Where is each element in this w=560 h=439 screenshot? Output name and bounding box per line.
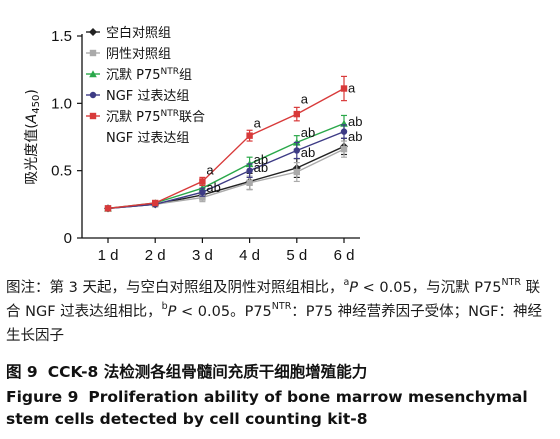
legend-label: 阴性对照组 [106, 47, 171, 62]
figure-caption-cn: 图 9 CCK-8 法检测各组骨髓间充质干细胞增殖能力 [6, 360, 367, 382]
data-point [199, 178, 206, 185]
significance-label: a [348, 81, 356, 96]
legend-marker [89, 70, 97, 78]
legend-label-line2: NGF 过表达组 [106, 131, 189, 146]
data-point [104, 205, 112, 212]
chart-series [104, 75, 348, 213]
significance-label: ab [254, 160, 268, 175]
y-tick-label: 1.0 [51, 95, 72, 112]
data-point [340, 128, 348, 135]
significance-label: ab [206, 180, 220, 195]
data-point [152, 199, 159, 207]
caption-cn-text: CCK-8 法检测各组骨髓间充质干细胞增殖能力 [47, 363, 368, 381]
x-tick-label: 2 d [145, 247, 166, 264]
y-tick-label: 0 [64, 230, 72, 247]
caption-cn-label: 图 9 [6, 363, 38, 381]
series-4 [104, 124, 348, 212]
data-point [199, 194, 206, 201]
significance-label: a [254, 116, 262, 131]
cck8-line-chart: 0 0.5 1.0 1.5 1 d 2 d 3 d 4 d 5 d 6 d 吸光度值(A450) a… [24, 25, 362, 264]
legend-label: NGF 过表达组 [106, 89, 189, 104]
significance-label: ab [301, 125, 315, 140]
data-point [340, 145, 348, 153]
significance-label: ab [348, 129, 362, 144]
legend-label: 空白对照组 [106, 25, 171, 41]
legend-label: 沉默 P75NTR联合 [106, 109, 205, 125]
x-tick-label: 3 d [192, 247, 213, 264]
data-point [199, 189, 206, 196]
significance-label: ab [254, 152, 268, 167]
legend-marker [89, 91, 97, 99]
caption-en-label: Figure 9 [6, 388, 79, 406]
y-tick-label: 0.5 [51, 163, 72, 180]
significance-label: a [206, 163, 214, 178]
data-point [340, 85, 348, 92]
significance-label: ab [301, 145, 315, 160]
figure-caption-en: Figure 9 Proliferation ability of bone ma… [6, 386, 554, 430]
y-tick-label: 1.5 [51, 28, 72, 45]
x-tick-label: 1 d [98, 247, 119, 264]
legend-marker [89, 28, 97, 36]
data-point [293, 110, 300, 118]
x-tick-label: 5 d [286, 247, 307, 264]
legend-marker [89, 49, 97, 57]
data-point [246, 167, 253, 174]
significance-label: a [301, 91, 309, 106]
data-point [293, 168, 300, 176]
legend-item-5: 沉默 P75NTR联合 NGF 过表达组 [86, 109, 205, 146]
significance-label: ab [348, 114, 362, 129]
data-point [293, 147, 300, 154]
x-tick-label: 6 d [334, 247, 355, 264]
legend-item-4: NGF 过表达组 [86, 89, 189, 104]
legend-item-3: 沉默 P75NTR组 [86, 67, 192, 83]
legend-label: 沉默 P75NTR组 [106, 67, 192, 83]
data-point [246, 132, 253, 139]
chart-axes: 0 0.5 1.0 1.5 1 d 2 d 3 d 4 d 5 d 6 d 吸光度值(A450) [24, 28, 360, 264]
x-tick-label: 4 d [239, 247, 260, 264]
legend-item-2: 阴性对照组 [86, 47, 171, 62]
legend-marker [89, 112, 97, 120]
caption-en-text: Proliferation ability of bone marrow mes… [6, 388, 528, 428]
data-point [246, 179, 253, 186]
series-5 [104, 75, 348, 212]
series-line [107, 130, 345, 210]
series-line [107, 87, 345, 210]
figure-note: 图注：第 3 天起，与空白对照组及阴性对照组相比，aP < 0.05，与沉默 P… [6, 277, 543, 344]
y-axis-label: 吸光度值(A450) [24, 89, 42, 185]
legend-item-1: 空白对照组 [86, 25, 171, 41]
